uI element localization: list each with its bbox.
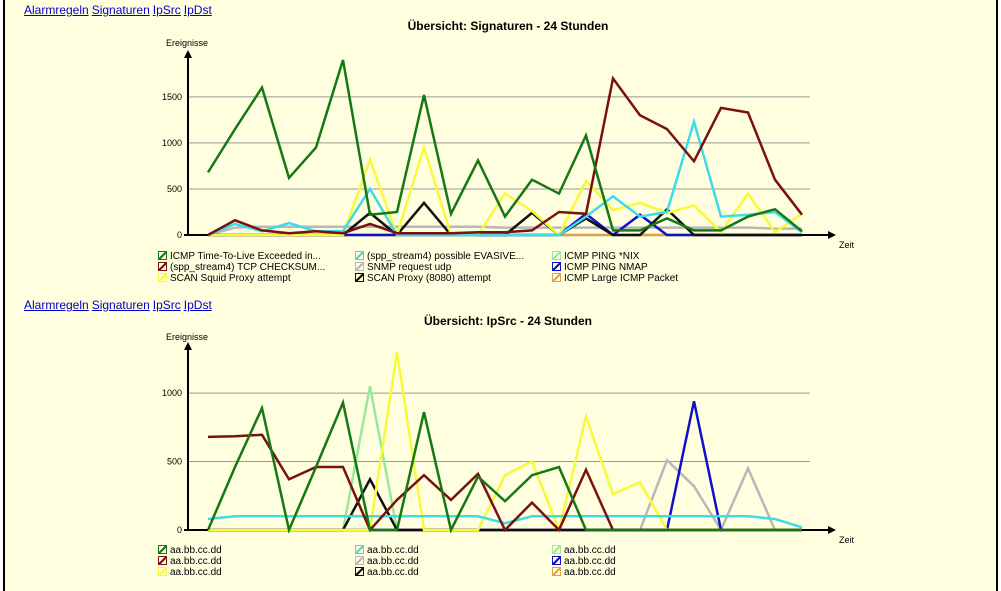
legend-label: SNMP request udp xyxy=(367,262,452,273)
nav-link-ipdst[interactable]: IpDst xyxy=(183,3,212,17)
y-axis-label: Ereignisse xyxy=(166,38,208,48)
legend-item: aa.bb.cc.dd xyxy=(158,566,222,578)
x-axis-label: Zeit xyxy=(839,240,855,250)
nav-link-signaturen[interactable]: Signaturen xyxy=(91,3,150,17)
legend-swatch xyxy=(355,250,364,260)
y-tick-label: 500 xyxy=(167,184,182,194)
legend-label: aa.bb.cc.dd xyxy=(170,556,222,567)
legend-item: aa.bb.cc.dd xyxy=(355,544,419,556)
legend-item: SCAN Proxy (8080) attempt xyxy=(355,272,491,284)
y-tick-label: 1500 xyxy=(162,92,182,102)
legend-label: (spp_stream4) TCP CHECKSUM... xyxy=(170,262,326,273)
nav-link-ipsrc[interactable]: IpSrc xyxy=(152,298,181,312)
legend-label: aa.bb.cc.dd xyxy=(564,545,616,556)
legend-swatch xyxy=(158,555,167,565)
legend-label: aa.bb.cc.dd xyxy=(367,556,419,567)
legend-ipsrc: aa.bb.cc.dd aa.bb.cc.dd aa.bb.cc.dd aa.bb.c… xyxy=(158,544,678,581)
nav-bar-bottom: Alarmregeln Signaturen IpSrc IpDst xyxy=(24,298,215,312)
legend-item: aa.bb.cc.dd xyxy=(552,544,616,556)
legend-label: SCAN Proxy (8080) attempt xyxy=(367,273,491,284)
legend-item: aa.bb.cc.dd xyxy=(552,555,616,567)
frame-right-border xyxy=(996,0,1001,591)
legend-label: ICMP Large ICMP Packet xyxy=(564,273,679,284)
legend-swatch xyxy=(355,555,364,565)
legend-swatch xyxy=(355,272,364,282)
nav-link-alarmregeln[interactable]: Alarmregeln xyxy=(24,3,89,17)
legend-swatch xyxy=(552,555,561,565)
y-axis-arrow xyxy=(184,50,192,58)
legend-item: (spp_stream4) TCP CHECKSUM... xyxy=(158,261,326,273)
legend-swatch xyxy=(355,566,364,576)
legend-item: ICMP PING *NIX xyxy=(552,250,640,262)
legend-label: aa.bb.cc.dd xyxy=(367,567,419,578)
legend-label: (spp_stream4) possible EVASIVE... xyxy=(367,251,525,262)
legend-swatch xyxy=(158,250,167,260)
legend-item: aa.bb.cc.dd xyxy=(552,566,616,578)
chart-title-signaturen: Übersicht: Signaturen - 24 Stunden xyxy=(407,19,609,33)
legend-label: ICMP Time-To-Live Exceeded in... xyxy=(170,251,321,262)
series-line xyxy=(207,75,803,237)
legend-label: SCAN Squid Proxy attempt xyxy=(170,273,291,284)
legend-item: (spp_stream4) possible EVASIVE... xyxy=(355,250,525,262)
y-tick-label: 1000 xyxy=(162,138,182,148)
nav-bar-top: Alarmregeln Signaturen IpSrc IpDst xyxy=(24,3,215,17)
nav-link-alarmregeln[interactable]: Alarmregeln xyxy=(24,298,89,312)
legend-label: aa.bb.cc.dd xyxy=(564,567,616,578)
legend-swatch xyxy=(552,544,561,554)
legend-item: aa.bb.cc.dd xyxy=(158,544,222,556)
legend-swatch xyxy=(158,261,167,271)
legend-item: ICMP Time-To-Live Exceeded in... xyxy=(158,250,321,262)
series-line xyxy=(207,225,802,237)
legend-item: ICMP PING NMAP xyxy=(552,261,648,273)
x-axis-arrow xyxy=(828,231,836,239)
legend-swatch xyxy=(355,261,364,271)
nav-link-ipsrc[interactable]: IpSrc xyxy=(152,3,181,17)
legend-item: aa.bb.cc.dd xyxy=(355,555,419,567)
legend-swatch xyxy=(158,272,167,282)
legend-label: ICMP PING *NIX xyxy=(564,251,640,262)
legend-swatch xyxy=(158,566,167,576)
nav-link-signaturen[interactable]: Signaturen xyxy=(91,298,150,312)
legend-item: aa.bb.cc.dd xyxy=(158,555,222,567)
series-line xyxy=(207,117,803,237)
legend-swatch xyxy=(552,261,561,271)
frame-left-border xyxy=(0,0,5,591)
legend-label: aa.bb.cc.dd xyxy=(564,556,616,567)
legend-swatch xyxy=(158,544,167,554)
legend-swatch xyxy=(552,272,561,282)
legend-item: aa.bb.cc.dd xyxy=(355,566,419,578)
legend-swatch xyxy=(552,250,561,260)
legend-swatch xyxy=(355,544,364,554)
series-line xyxy=(208,143,803,239)
legend-item: SNMP request udp xyxy=(355,261,452,273)
legend-label: ICMP PING NMAP xyxy=(564,262,648,273)
legend-item: ICMP Large ICMP Packet xyxy=(552,272,679,284)
nav-link-ipdst[interactable]: IpDst xyxy=(183,298,212,312)
legend-label: aa.bb.cc.dd xyxy=(367,545,419,556)
legend-signaturen: ICMP Time-To-Live Exceeded in... (spp_str… xyxy=(158,250,679,287)
legend-label: aa.bb.cc.dd xyxy=(170,567,222,578)
legend-label: aa.bb.cc.dd xyxy=(170,545,222,556)
series-line xyxy=(206,59,803,233)
legend-swatch xyxy=(552,566,561,576)
chart-title-ipsrc: Übersicht: IpSrc - 24 Stunden xyxy=(423,314,593,328)
legend-item: SCAN Squid Proxy attempt xyxy=(158,272,291,284)
y-tick-label: 0 xyxy=(177,230,182,240)
